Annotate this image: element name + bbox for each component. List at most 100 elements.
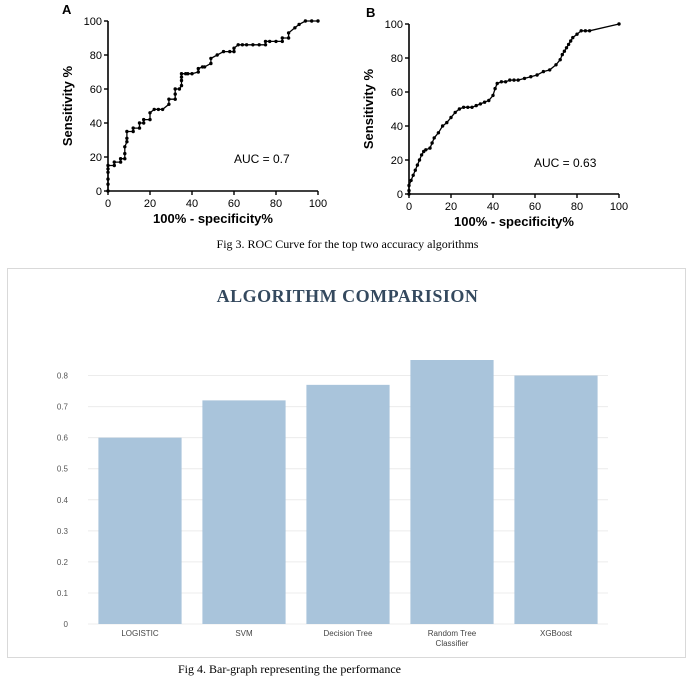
roc-point-a	[152, 107, 156, 112]
y-tick-label: 0.1	[57, 589, 69, 598]
roc-point-a	[167, 102, 171, 107]
roc-point-a	[112, 160, 117, 164]
roc-point-b	[482, 100, 487, 104]
roc-point-a	[173, 87, 177, 91]
roc-point-b	[436, 131, 441, 135]
x-axis-label-a: 100% - specificity%	[153, 211, 273, 226]
roc-point-b	[493, 86, 497, 91]
roc-point-b	[487, 98, 491, 103]
roc-point-b	[587, 29, 592, 33]
roc-point-a	[228, 49, 232, 54]
roc-point-a	[106, 189, 110, 193]
y-tick-label: 0.5	[57, 465, 69, 474]
roc-point-a	[148, 117, 152, 122]
roc-point-a	[112, 163, 117, 168]
roc-point-b	[457, 107, 462, 111]
roc-point-b	[571, 35, 575, 40]
roc-point-b	[535, 73, 539, 77]
bar	[202, 400, 286, 624]
roc-point-b	[583, 29, 588, 33]
y-tick-label-a: 100	[84, 16, 102, 28]
roc-point-b	[440, 124, 445, 128]
roc-point-a	[156, 107, 161, 112]
roc-point-a	[125, 140, 129, 144]
y-tick-label-a: 0	[96, 186, 102, 198]
roc-point-b	[432, 136, 436, 140]
roc-point-a	[303, 19, 308, 23]
x-tick-label-a: 0	[105, 198, 111, 210]
roc-point-a	[232, 49, 236, 54]
roc-point-a	[232, 46, 236, 50]
x-tick-label-a: 60	[228, 198, 240, 210]
roc-point-a	[274, 39, 278, 44]
roc-point-b	[554, 63, 558, 67]
roc-point-b	[575, 32, 579, 36]
roc-point-b	[445, 120, 449, 125]
roc-point-b	[562, 49, 567, 53]
roc-point-b	[407, 192, 411, 196]
y-tick-label-a: 20	[90, 152, 102, 164]
roc-point-a	[142, 121, 146, 125]
roc-point-b	[560, 52, 564, 57]
y-tick-label: 0.4	[57, 496, 69, 505]
bar	[306, 384, 390, 624]
y-tick-label: 0.2	[57, 558, 69, 567]
roc-point-a	[179, 83, 184, 88]
roc-panel-a: A 0 20 40 60 80 100 0 20 40 60 80 100 100% - specific…	[60, 2, 327, 226]
x-tick-label: LOGISTIC	[121, 629, 159, 638]
y-tick-label-b: 40	[391, 121, 403, 133]
roc-point-a	[142, 117, 146, 122]
roc-point-a	[316, 19, 320, 23]
roc-point-b	[478, 102, 483, 106]
bar-plot: 0 0.1 0.2 0.3 0.4 0.5 0.6 0.7 0.8 LOGISTIC SVM Deci…	[57, 360, 608, 648]
roc-point-b	[474, 103, 478, 108]
roc-point-b	[407, 188, 411, 193]
roc-point-b	[512, 78, 516, 82]
x-axis-label-b: 100% - specificity%	[454, 214, 574, 229]
roc-point-a	[179, 75, 184, 79]
roc-point-b	[424, 148, 428, 152]
x-tick-label-b: 80	[571, 201, 583, 213]
y-tick-label-a: 80	[90, 50, 102, 62]
roc-point-a	[186, 72, 190, 76]
y-tick-label-a: 40	[90, 118, 102, 130]
roc-point-a	[179, 78, 184, 83]
roc-point-a	[221, 49, 226, 54]
panel-label-a: A	[62, 2, 72, 17]
y-tick-label-b: 0	[397, 189, 403, 201]
roc-point-a	[148, 111, 152, 115]
roc-point-a	[268, 39, 272, 44]
roc-point-a	[160, 107, 165, 112]
roc-point-a	[251, 43, 255, 47]
x-tick-label-b: 60	[529, 201, 541, 213]
y-tick-label: 0.8	[57, 372, 69, 381]
roc-point-a	[280, 36, 284, 40]
roc-point-a	[118, 160, 123, 164]
x-tick-label-a: 40	[186, 198, 198, 210]
roc-point-a	[167, 97, 171, 101]
roc-point-a	[215, 53, 219, 57]
x-tick-label: XGBoost	[540, 629, 573, 638]
roc-point-a	[190, 72, 194, 76]
roc-point-b	[428, 146, 432, 150]
y-tick-label-b: 60	[391, 87, 403, 99]
x-tick-label-a: 80	[270, 198, 282, 210]
roc-point-b	[449, 115, 453, 120]
roc-point-b	[461, 105, 466, 110]
roc-point-a	[236, 43, 240, 47]
roc-point-a	[196, 70, 200, 74]
roc-point-b	[495, 81, 499, 86]
roc-point-a	[173, 92, 177, 96]
roc-point-b	[548, 68, 552, 72]
x-tick-label-b: 100	[610, 201, 628, 213]
roc-point-b	[558, 58, 562, 62]
roc-point-a	[106, 167, 110, 171]
roc-point-b	[508, 78, 512, 82]
figure-3-caption: Fig 3. ROC Curve for the top two accurac…	[216, 237, 479, 251]
auc-annotation-a: AUC = 0.7	[234, 152, 290, 166]
roc-point-b	[411, 173, 415, 177]
roc-point-a	[131, 126, 135, 130]
roc-point-a	[131, 129, 135, 134]
panel-label-b: B	[366, 5, 375, 20]
